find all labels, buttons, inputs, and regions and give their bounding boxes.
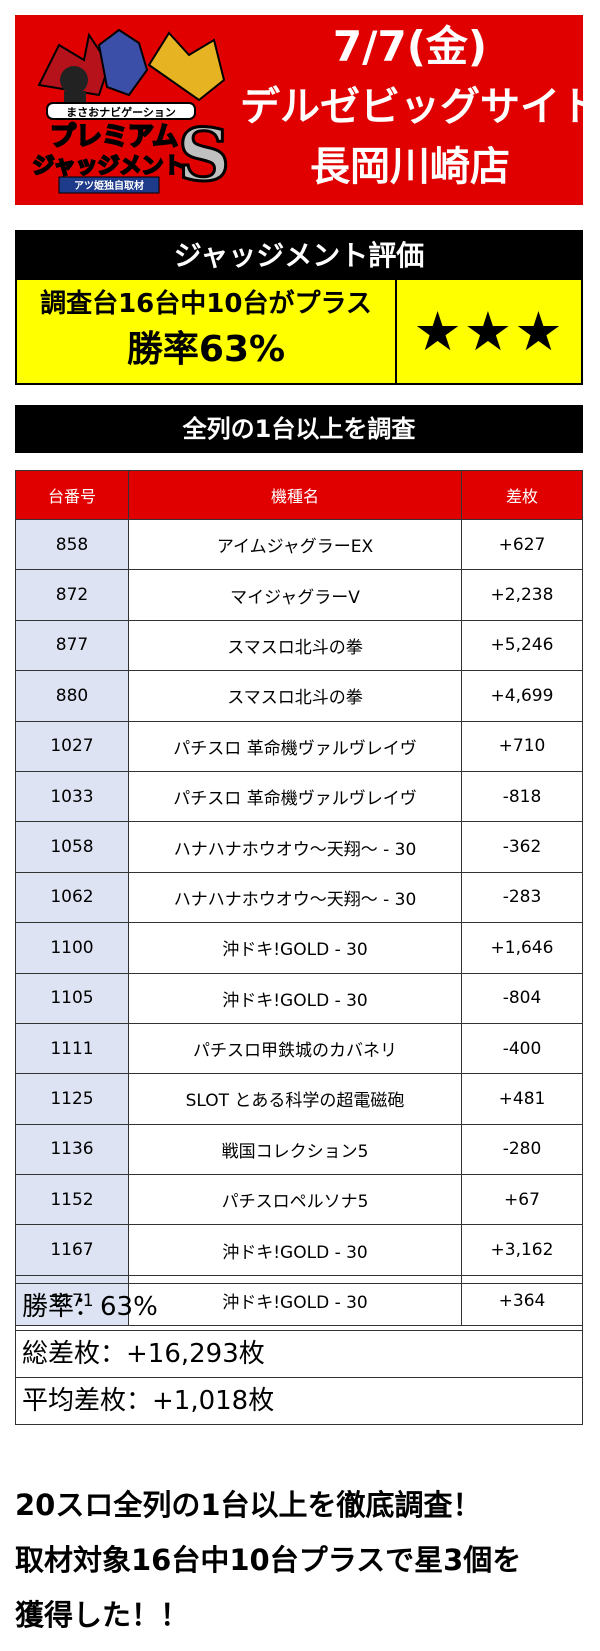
cell-machine-number: 1136 <box>16 1124 129 1175</box>
table-row: 1125 SLOT とある科学の超電磁砲 +481 <box>15 1074 583 1125</box>
premium-judgement-logo: まさおナビゲーション プレミアム ジャッジメント S アツ姫独自取材 <box>32 28 232 197</box>
judgement-box: ジャッジメント評価 調査台16台中10台がプラス 勝率63% ★★★ <box>15 230 583 385</box>
cell-model-name: 沖ドキ!GOLD - 30 <box>129 1225 462 1275</box>
cell-machine-number: 1105 <box>16 973 129 1023</box>
footer-line-2: 取材対象16台中10台プラスで星3個を <box>15 1543 522 1577</box>
cell-model-name: マイジャグラーV <box>129 570 462 620</box>
table-row: 872 マイジャグラーV +2,238 <box>15 570 583 621</box>
cell-model-name: スマスロ北斗の拳 <box>129 671 462 721</box>
star-rating: ★★★ <box>413 300 565 363</box>
judgement-title: ジャッジメント評価 <box>17 232 581 280</box>
table-row: 1100 沖ドキ!GOLD - 30 +1,646 <box>15 923 583 974</box>
table-row: 1058 ハナハナホウオウ～天翔～ - 30 -362 <box>15 822 583 873</box>
table-row: 1027 パチスロ 革命機ヴァルヴレイヴ +710 <box>15 721 583 772</box>
cell-machine-number: 1125 <box>16 1074 129 1124</box>
cell-machine-number: 1062 <box>16 872 129 923</box>
cell-model-name: パチスロペルソナ5 <box>129 1175 462 1225</box>
logo-banner: アツ姫独自取材 <box>74 179 144 192</box>
cell-machine-number: 858 <box>16 520 129 570</box>
cell-difference: +67 <box>504 1189 540 1210</box>
table-row: 880 スマスロ北斗の拳 +4,699 <box>15 671 583 722</box>
cell-difference: +481 <box>498 1088 546 1109</box>
cell-model-name: 戦国コレクション5 <box>129 1124 462 1175</box>
cell-model-name: ハナハナホウオウ～天翔～ - 30 <box>129 822 462 872</box>
table-row: 877 スマスロ北斗の拳 +5,246 <box>15 620 583 672</box>
judgement-plus-count: 調査台16台中10台がプラス <box>40 289 372 319</box>
header-text: 7/7(金) デルゼビッグサイト 長岡川崎店 <box>240 17 600 197</box>
table-row: 1033 パチスロ 革命機ヴァルヴレイヴ -818 <box>15 771 583 823</box>
cell-machine-number: 1100 <box>16 923 129 973</box>
cell-model-name: パチスロ甲鉄城のカバネリ <box>129 1023 462 1074</box>
header-banner: まさおナビゲーション プレミアム ジャッジメント S アツ姫独自取材 7/7(金… <box>15 15 600 205</box>
cell-difference: -818 <box>502 786 542 807</box>
cell-model-name: 沖ドキ!GOLD - 30 <box>129 973 462 1023</box>
table-row: 1105 沖ドキ!GOLD - 30 -804 <box>15 973 583 1024</box>
footer-line-1: 20スロ全列の1台以上を徹底調査！ <box>15 1488 482 1522</box>
cell-difference: -362 <box>502 837 542 858</box>
table-row: 858 アイムジャグラーEX +627 <box>15 520 583 571</box>
table-header: 台番号 機種名 差枚 <box>15 470 583 520</box>
logo-title-1: プレミアム <box>50 122 178 152</box>
table-row: 1111 パチスロ甲鉄城のカバネリ -400 <box>15 1023 583 1075</box>
cell-difference: +627 <box>498 534 546 555</box>
branch-name: 長岡川崎店 <box>310 144 510 190</box>
cell-difference: +1,646 <box>490 937 554 958</box>
cell-machine-number: 1027 <box>16 721 129 771</box>
table-row: 1136 戦国コレクション5 -280 <box>15 1124 583 1176</box>
footer-text: 20スロ全列の1台以上を徹底調査！ 取材対象16台中10台プラスで星3個を 獲得… <box>15 1478 590 1643</box>
table-row: 1152 パチスロペルソナ5 +67 <box>15 1175 583 1226</box>
cell-model-name: SLOT とある科学の超電磁砲 <box>129 1074 462 1124</box>
cell-difference: +2,238 <box>490 585 554 606</box>
cell-difference: +5,246 <box>490 635 554 656</box>
logo-s-letter: S <box>178 112 230 197</box>
event-date: 7/7(金) <box>332 22 488 71</box>
cell-model-name: 沖ドキ!GOLD - 30 <box>129 1275 462 1326</box>
table-row: 1167 沖ドキ!GOLD - 30 +3,162 <box>15 1225 583 1276</box>
cell-model-name: アイムジャグラーEX <box>129 520 462 570</box>
cell-machine-number: 1058 <box>16 822 129 872</box>
summary-total: 総差枚：+16,293枚 <box>15 1330 583 1378</box>
store-name: デルゼビッグサイト <box>240 84 600 130</box>
cell-model-name: パチスロ 革命機ヴァルヴレイヴ <box>129 721 462 771</box>
header-difference: 差枚 <box>505 487 538 506</box>
header-model-name: 機種名 <box>129 471 462 519</box>
survey-title: 全列の1台以上を調査 <box>15 405 583 453</box>
cell-machine-number: 1167 <box>16 1225 129 1275</box>
cell-difference: +364 <box>498 1290 546 1311</box>
cell-model-name: パチスロ 革命機ヴァルヴレイヴ <box>129 771 462 822</box>
header-machine-number: 台番号 <box>16 471 129 519</box>
cell-model-name: 沖ドキ!GOLD - 30 <box>129 923 462 973</box>
cell-model-name: ハナハナホウオウ～天翔～ - 30 <box>129 872 462 923</box>
cell-machine-number: 1111 <box>16 1023 129 1074</box>
judgement-summary: 調査台16台中10台がプラス 勝率63% <box>17 280 397 383</box>
cell-machine-number: 872 <box>16 570 129 620</box>
cell-difference: -283 <box>502 887 542 908</box>
cell-machine-number: 1152 <box>16 1175 129 1225</box>
cell-machine-number: 1033 <box>16 771 129 822</box>
cell-difference: +4,699 <box>490 685 554 706</box>
logo-title-2: ジャッジメント <box>33 154 186 179</box>
footer-line-3: 獲得した！！ <box>15 1598 190 1632</box>
table-row: 1171 沖ドキ!GOLD - 30 +364 <box>15 1275 583 1327</box>
cell-machine-number: 880 <box>16 671 129 721</box>
summary-win-rate: 勝率：63% <box>15 1283 583 1331</box>
cell-difference: +3,162 <box>490 1240 554 1261</box>
table-row: 1062 ハナハナホウオウ～天翔～ - 30 -283 <box>15 872 583 924</box>
results-table: 台番号 機種名 差枚 858 アイムジャグラーEX +627 872 マイジャグラーV +… <box>15 470 583 1327</box>
cell-difference: +710 <box>498 736 546 757</box>
logo-subtitle: まさおナビゲーション <box>66 105 176 119</box>
cell-machine-number: 877 <box>16 620 129 671</box>
judgement-win-rate: 勝率63% <box>126 329 286 370</box>
cell-difference: -400 <box>502 1038 542 1059</box>
cell-machine-number: 1171 <box>16 1275 129 1326</box>
cell-difference: -804 <box>502 988 542 1009</box>
cell-difference: -280 <box>502 1139 542 1160</box>
summary-average: 平均差枚：+1,018枚 <box>15 1377 583 1425</box>
cell-model-name: スマスロ北斗の拳 <box>129 620 462 671</box>
